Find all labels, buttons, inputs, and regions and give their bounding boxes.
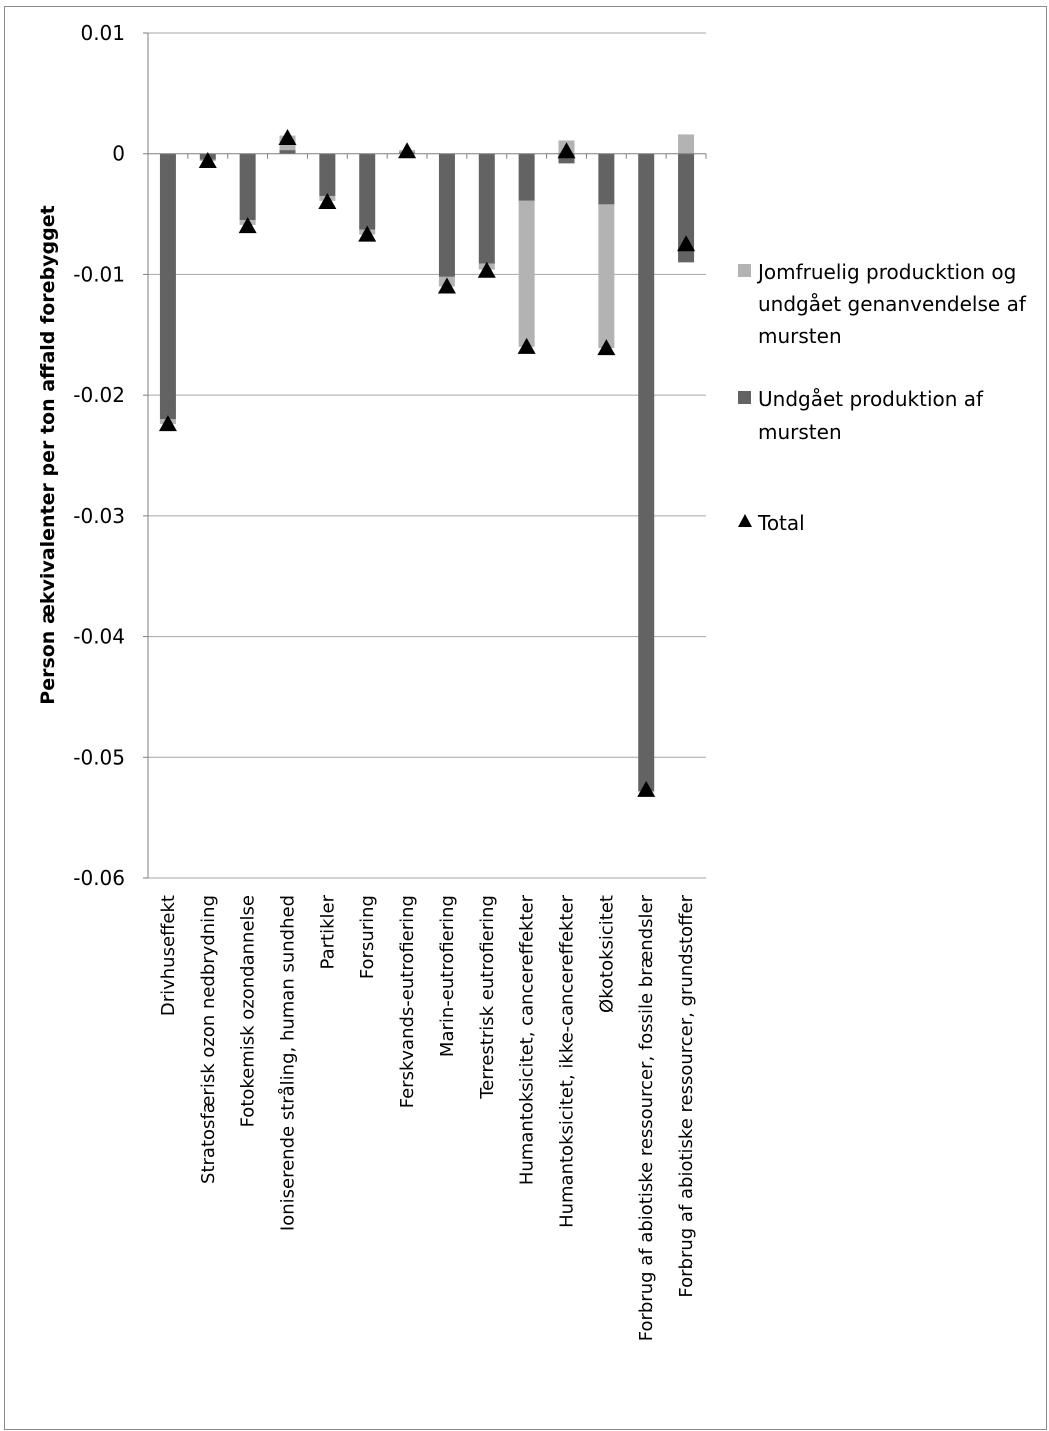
bar-undgaaet [518,153,535,201]
category-label: Marin-eutrofiering [437,895,458,1057]
total-marker [198,151,217,168]
y-tick-label: -0.06 [73,866,125,890]
y-tick-label: 0.01 [80,21,125,45]
bar-jomfruelig [518,200,535,347]
category-label: Stratosfærisk ozon nedbrydning [198,895,219,1184]
bar-undgaaet [598,153,615,205]
y-tick-label: -0.02 [73,383,125,407]
category-label: Forbrug af abiotiske ressourcer, fossile… [636,894,657,1341]
total-marker [318,193,337,209]
legend-line: mursten [758,420,842,444]
total-marker [437,277,456,294]
bar-undgaaet [239,153,256,221]
category-label: Partikler [317,894,338,969]
bar-jomfruelig [598,204,615,349]
legend-line: Jomfruelig producktion og [756,260,1016,284]
y-tick-label: -0.05 [73,745,125,769]
bar-undgaaet [678,153,695,263]
y-tick-label: -0.03 [73,504,125,528]
y-axis-title: Person ækvivalenter per ton affald foreb… [37,205,59,704]
total-marker [477,261,496,278]
total-marker [517,337,536,354]
labels: 0.01 0 -0.01 -0.02 -0.03 -0.04 -0.05 -0.06 Drivh… [73,21,697,1341]
category-label: Forbrug af abiotiske ressourcer, grundst… [676,894,697,1297]
bar-undgaaet [319,153,336,196]
bar-undgaaet [359,153,376,230]
axes [143,32,707,879]
legend: Jomfruelig producktion og undgået genanve… [738,260,1027,535]
legend-label-jomfruelig: Jomfruelig producktion og undgået genanve… [756,260,1027,348]
category-label: Fotokemisk ozondannelse [238,895,259,1127]
legend-line: undgået genanvendelse af [758,292,1027,316]
total-marker [398,142,417,159]
total-marker [557,142,576,159]
bar-undgaaet [279,150,296,154]
legend-swatch-undgaaet [738,391,751,404]
total-marker [238,217,257,234]
category-label: Drivhuseffekt [158,895,179,1016]
category-label: Humantoksicitet, cancereffekter [517,894,538,1185]
bars [159,134,695,793]
gridlines [148,32,706,879]
bar-undgaaet [478,153,495,264]
total-markers [158,129,696,797]
chart-frame [4,6,1047,1430]
total-marker [358,225,377,242]
total-marker [637,780,656,797]
category-label: Ferskvands-eutrofiering [397,895,418,1108]
bar-undgaaet [438,153,455,277]
total-marker [278,129,297,146]
category-label: Økotoksicitet [596,895,617,1013]
total-marker [677,235,696,252]
y-tick-label: -0.01 [73,262,125,286]
total-marker [597,339,616,356]
category-label: Humantoksicitet, ikke-cancereffekter [557,894,578,1228]
legend-line: mursten [758,324,842,348]
legend-line: Undgået produktion af [758,387,984,411]
category-label: Forsuring [357,895,378,979]
y-tick-label: -0.04 [73,625,125,649]
bar-undgaaet [638,153,655,792]
category-label: Ioniserende stråling, human sundhed [278,895,299,1231]
bar-jomfruelig [678,134,695,154]
legend-triangle-icon [738,514,752,527]
legend-label-undgaaet: Undgået produktion af mursten [758,387,984,444]
bar-undgaaet [159,153,176,420]
y-tick-label: 0 [112,142,125,166]
bar-undgaaet [558,153,575,164]
total-marker [158,415,177,432]
category-label: Terrestrisk eutrofiering [477,895,498,1100]
legend-label-total: Total [757,511,805,535]
legend-swatch-jomfruelig [738,264,751,277]
